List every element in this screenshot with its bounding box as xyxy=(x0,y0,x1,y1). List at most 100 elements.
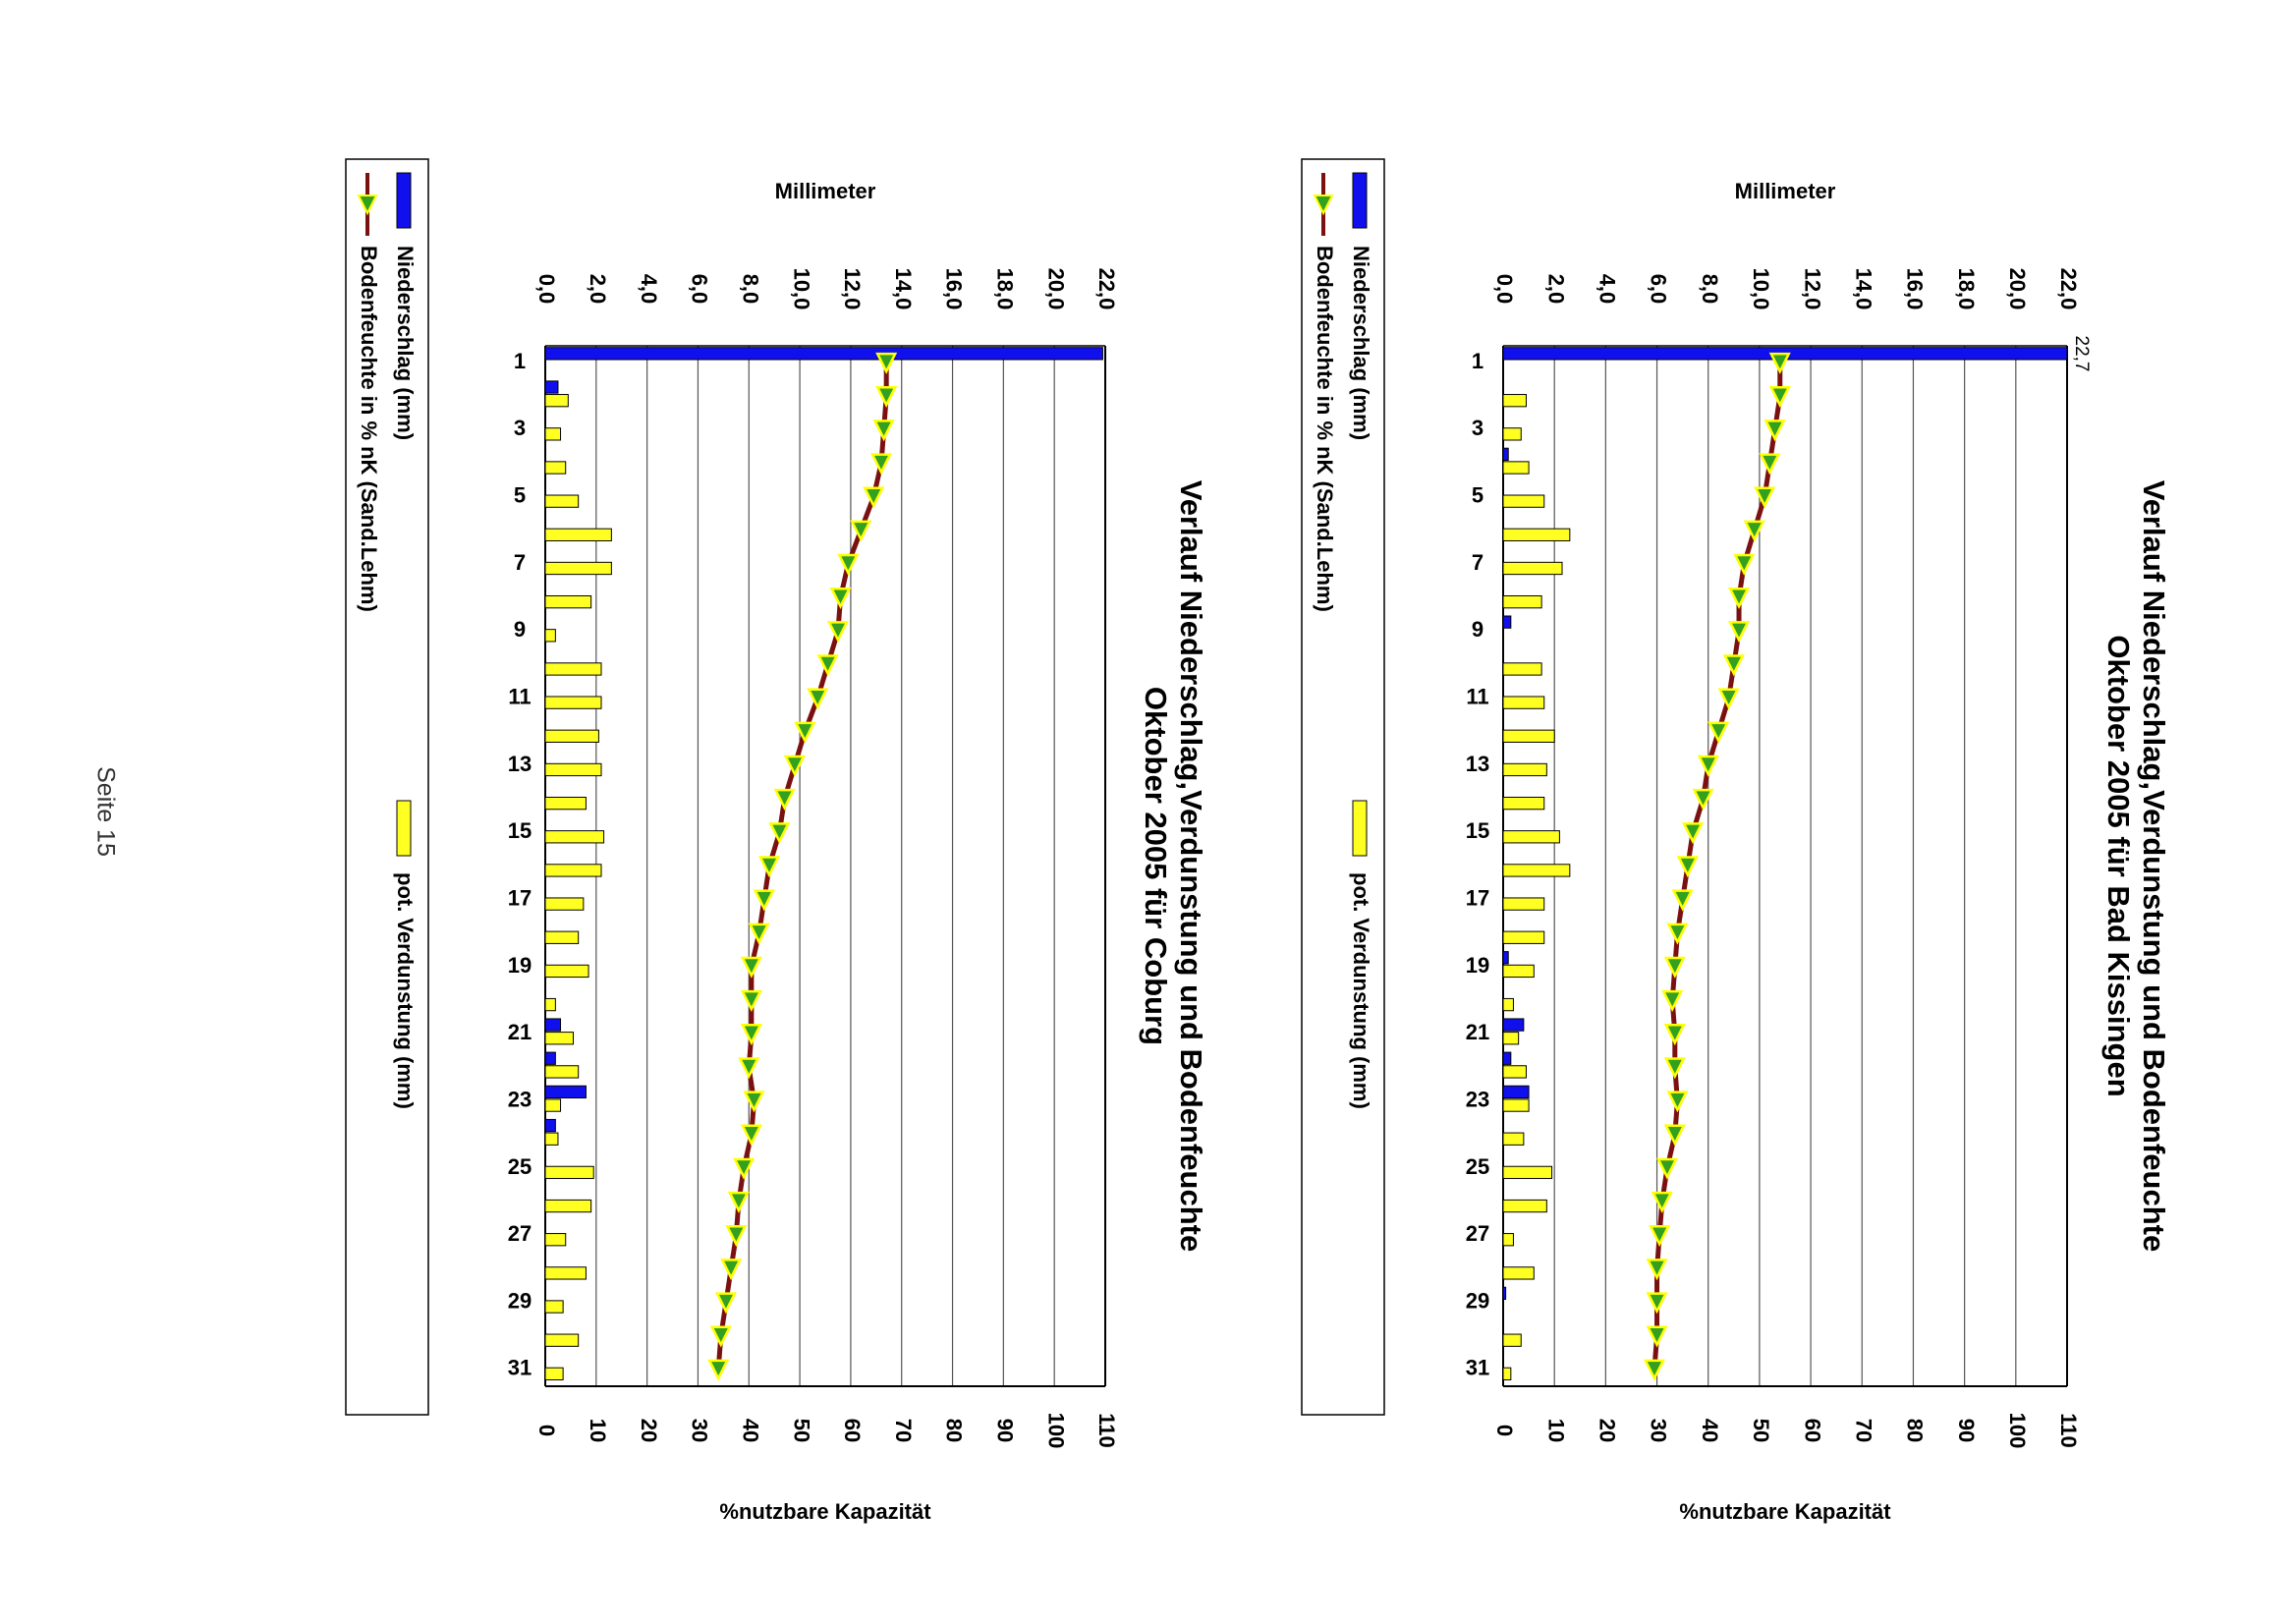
soil-moisture-point xyxy=(1722,654,1745,677)
day-tick: 7 xyxy=(514,550,526,575)
soil-moisture-point xyxy=(1646,1325,1668,1348)
soil-moisture-point xyxy=(740,956,762,979)
legend-swatch-precip xyxy=(396,172,412,229)
soil-moisture-point xyxy=(1651,1191,1673,1213)
day-tick: 31 xyxy=(1466,1356,1489,1380)
precip-bar xyxy=(544,1118,556,1133)
left-axis-tick: 18,0 xyxy=(1954,268,1979,310)
right-axis-tick: 0 xyxy=(1492,1425,1517,1436)
evap-bar xyxy=(544,1300,564,1314)
right-axis-tick: 40 xyxy=(738,1419,762,1442)
evap-bar xyxy=(1502,1333,1522,1347)
soil-moisture-point xyxy=(1666,1091,1689,1113)
day-tick: 15 xyxy=(508,818,532,843)
chart-subtitle: Oktober 2005 für Bad Kissingen xyxy=(2101,635,2136,1096)
day-tick: 23 xyxy=(508,1087,532,1111)
soil-moisture-point xyxy=(1697,755,1719,777)
evap-bar xyxy=(544,1233,567,1247)
legend-label-precip: Niederschlag (mm) xyxy=(393,246,418,440)
evap-bar xyxy=(1502,930,1545,944)
evap-bar xyxy=(544,1098,562,1112)
day-tick: 15 xyxy=(1466,818,1489,843)
day-tick: 19 xyxy=(1466,953,1489,978)
evap-bar xyxy=(544,897,585,911)
left-axis-tick: 2,0 xyxy=(1543,274,1568,305)
evap-bar xyxy=(1502,394,1527,408)
soil-moisture-point xyxy=(748,923,770,945)
precip-bar xyxy=(544,380,559,394)
evap-bar xyxy=(544,561,612,576)
evap-bar xyxy=(544,1367,564,1381)
precip-bar xyxy=(1502,447,1509,461)
left-axis-tick: 10,0 xyxy=(789,268,813,310)
right-axis-tick: 30 xyxy=(1647,1419,1671,1442)
legend-swatch-precip xyxy=(1352,172,1368,229)
right-axis-label: %nutzbare Kapazität xyxy=(719,1499,931,1524)
soil-moisture-point xyxy=(773,788,796,811)
right-axis-tick: 50 xyxy=(1749,1419,1773,1442)
soil-moisture-point xyxy=(740,1124,762,1147)
evap-bar xyxy=(544,1266,587,1280)
evap-bar xyxy=(1502,897,1545,911)
soil-moisture-point xyxy=(1649,1225,1671,1248)
legend-box xyxy=(345,158,429,1416)
soil-moisture-point xyxy=(1661,989,1684,1012)
left-axis-tick: 0,0 xyxy=(534,274,559,305)
soil-moisture-point xyxy=(1663,1124,1686,1147)
day-tick: 27 xyxy=(1466,1221,1489,1246)
left-axis-label: Millimeter xyxy=(775,179,876,203)
evap-bar xyxy=(1502,1367,1512,1381)
evap-bar xyxy=(544,1165,594,1180)
soil-moisture-point xyxy=(757,856,781,878)
soil-moisture-point xyxy=(783,755,806,777)
evap-bar xyxy=(544,394,569,408)
right-axis-tick: 10 xyxy=(586,1419,610,1442)
right-axis-tick: 80 xyxy=(942,1419,967,1442)
day-tick: 3 xyxy=(1472,416,1483,440)
legend-swatch-marker xyxy=(1313,195,1334,216)
soil-moisture-point xyxy=(738,1057,760,1080)
left-axis-tick: 22,0 xyxy=(2056,268,2081,310)
soil-moisture-point xyxy=(1692,788,1714,811)
day-tick: 27 xyxy=(508,1221,532,1246)
soil-moisture-point xyxy=(709,1325,732,1348)
soil-moisture-point xyxy=(1717,688,1740,710)
evap-bar xyxy=(1502,964,1535,979)
day-tick: 19 xyxy=(508,953,532,978)
soil-moisture-line xyxy=(715,363,889,1371)
left-axis-tick: 12,0 xyxy=(1800,268,1824,310)
evap-bar xyxy=(1502,830,1560,844)
evap-bar xyxy=(1502,494,1545,508)
day-tick: 1 xyxy=(1472,349,1483,373)
right-axis-tick: 90 xyxy=(993,1419,1018,1442)
evap-bar xyxy=(1502,696,1545,709)
day-tick: 13 xyxy=(1466,752,1489,776)
soil-moisture-point xyxy=(714,1292,737,1315)
right-axis-tick: 100 xyxy=(2005,1413,2030,1449)
evap-bar xyxy=(544,1032,574,1045)
soil-moisture-point xyxy=(1682,822,1705,845)
right-axis-tick: 0 xyxy=(534,1425,559,1436)
left-axis-tick: 14,0 xyxy=(891,268,916,310)
legend-swatch-evap xyxy=(1352,800,1368,857)
soil-moisture-point xyxy=(1666,923,1689,945)
legend-label-soil: Bodenfeuchte in % nK (Sand.Lehm) xyxy=(357,246,381,612)
day-tick: 5 xyxy=(1472,483,1483,508)
precip-bar xyxy=(544,347,1103,361)
precip-bar xyxy=(544,1051,556,1065)
precip-bar xyxy=(1502,1085,1530,1099)
left-axis-tick: 16,0 xyxy=(942,268,967,310)
evap-bar xyxy=(1502,762,1547,777)
soil-moisture-point xyxy=(1733,553,1756,576)
soil-moisture-point xyxy=(1728,587,1751,610)
left-axis-tick: 22,0 xyxy=(1094,268,1119,310)
left-axis-tick: 14,0 xyxy=(1851,268,1875,310)
evap-bar xyxy=(1502,1098,1530,1112)
soil-moisture-point xyxy=(740,1024,762,1046)
evap-bar xyxy=(544,762,602,777)
legend-label-precip: Niederschlag (mm) xyxy=(1349,246,1373,440)
soil-moisture-point xyxy=(768,822,791,845)
left-axis-tick: 20,0 xyxy=(2005,268,2030,310)
soil-moisture-point xyxy=(850,520,872,542)
